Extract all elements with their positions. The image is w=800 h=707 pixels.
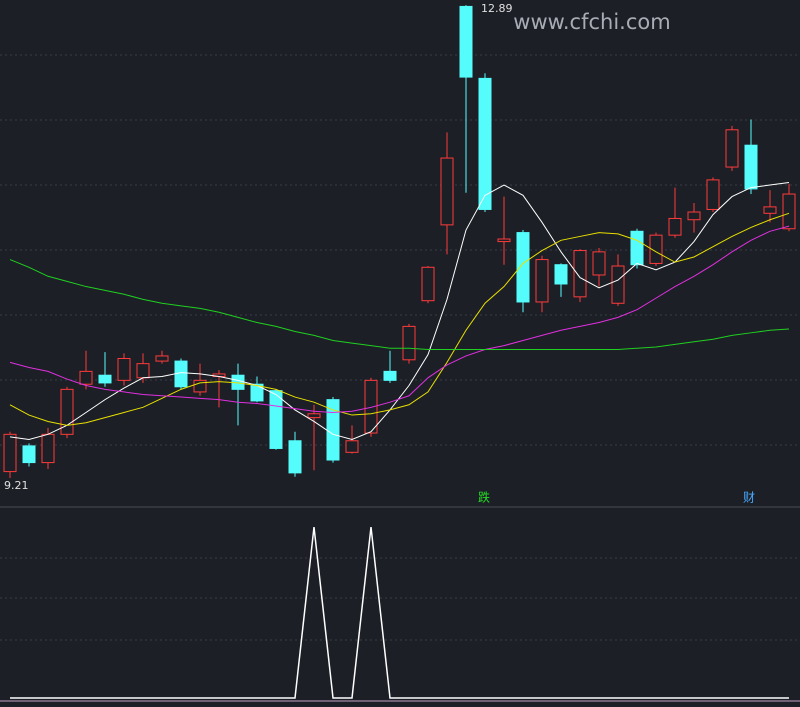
- candle-body: [687, 211, 701, 221]
- plot-area: [3, 5, 796, 699]
- candle-body: [269, 390, 283, 449]
- candle-body: [554, 264, 568, 285]
- high-label: 12.89: [481, 2, 513, 15]
- candle-body: [535, 259, 549, 303]
- candle-body: [649, 234, 663, 264]
- candle-body: [3, 433, 17, 473]
- signal-label: 财: [743, 491, 755, 505]
- candle-body: [516, 232, 530, 303]
- candle-body: [117, 358, 131, 381]
- candle-body: [706, 179, 720, 210]
- candle-body: [22, 445, 36, 464]
- candle-body: [440, 157, 454, 226]
- candle-body: [611, 265, 625, 304]
- candle-body: [250, 383, 264, 402]
- low-label: 9.21: [4, 479, 29, 492]
- candle-body: [383, 370, 397, 381]
- signal-label: 跌: [478, 490, 490, 505]
- candle-body: [288, 440, 302, 474]
- candle-body: [478, 77, 492, 210]
- grid: [0, 54, 800, 702]
- moving-average: [9, 181, 790, 440]
- moving-average: [9, 212, 790, 426]
- candle-body: [763, 206, 777, 214]
- candle-body: [744, 144, 758, 190]
- candle-body: [668, 217, 682, 236]
- moving-average: [9, 225, 790, 413]
- indicator-line: [10, 527, 789, 699]
- candle-body: [630, 230, 644, 266]
- candle-body: [345, 440, 359, 453]
- candle-body: [41, 433, 55, 464]
- candle-body: [98, 374, 112, 384]
- watermark: www.cfchi.com: [513, 10, 670, 34]
- candle-body: [497, 238, 511, 243]
- candle-body: [136, 363, 150, 379]
- candle-body: [421, 266, 435, 302]
- candle-body: [459, 5, 473, 78]
- candle-body: [79, 370, 93, 385]
- candle-body: [782, 193, 796, 230]
- candle-body: [592, 251, 606, 276]
- candle-body: [364, 379, 378, 434]
- candle-body: [155, 355, 169, 362]
- candle-body: [402, 325, 416, 361]
- candle-body: [725, 129, 739, 168]
- candle-body: [193, 379, 207, 393]
- moving-average: [9, 259, 790, 351]
- candle-body: [307, 413, 321, 419]
- candle-body: [573, 250, 587, 298]
